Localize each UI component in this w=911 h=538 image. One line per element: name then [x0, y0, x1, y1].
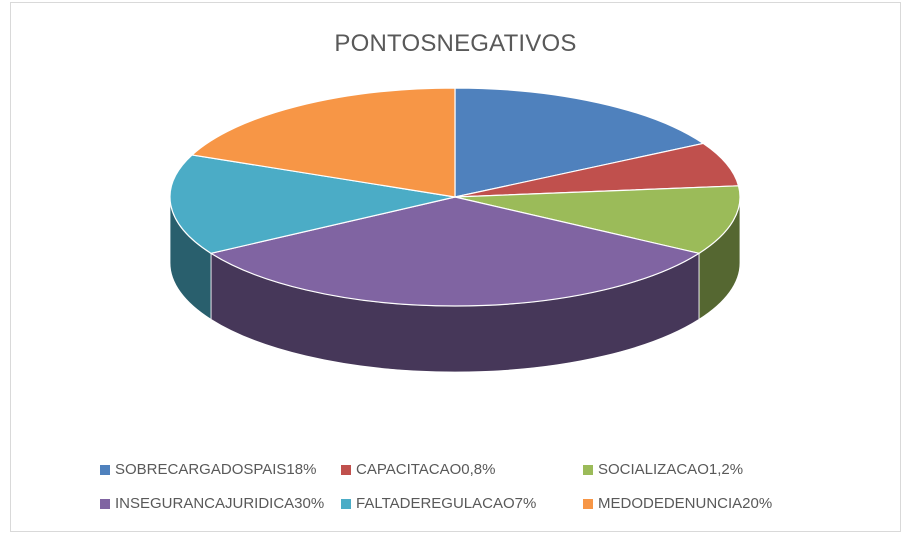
chart-title: PONTOSNEGATIVOS — [334, 30, 577, 57]
legend-item-capacitacao: CAPACITACAO0,8% — [341, 461, 495, 478]
pie-slice-sobrecargadospais — [454, 87, 705, 198]
legend-item-faltaderegulacao: FALTADEREGULACAO7% — [341, 495, 536, 512]
legend-swatch — [583, 464, 593, 475]
legend-label: SOCIALIZACAO1,2% — [598, 461, 744, 478]
pie-slice-capacitacao — [454, 142, 740, 198]
pie-slices — [169, 87, 741, 307]
pie-slice-faltaderegulacao — [169, 154, 456, 254]
legend-swatch — [100, 464, 110, 475]
legend-label: SOBRECARGADOSPAIS18% — [115, 461, 317, 478]
pie-slice-medodedenuncia — [190, 87, 456, 198]
legend-item-medodedenuncia: MEDODEDENUNCIA20% — [583, 495, 772, 512]
legend-label: INSEGURANCAJURIDICA30% — [115, 495, 325, 512]
legend-swatch — [100, 498, 110, 509]
pie-slice-insegurancajuridica — [209, 196, 701, 307]
legend-label: FALTADEREGULACAO7% — [356, 495, 537, 512]
pie-sides — [169, 196, 741, 373]
legend-label: CAPACITACAO0,8% — [356, 461, 496, 478]
legend-item-sobrecargadospais: SOBRECARGADOSPAIS18% — [100, 461, 316, 478]
legend-swatch — [341, 498, 351, 509]
legend-swatch — [583, 498, 593, 509]
legend-swatch — [341, 464, 351, 475]
legend-item-insegurancajuridica: INSEGURANCAJURIDICA30% — [100, 495, 324, 512]
legend-label: MEDODEDENUNCIA20% — [598, 495, 773, 512]
pie-slice-socializacao — [454, 185, 741, 254]
legend-item-socializacao: SOCIALIZACAO1,2% — [583, 461, 743, 478]
